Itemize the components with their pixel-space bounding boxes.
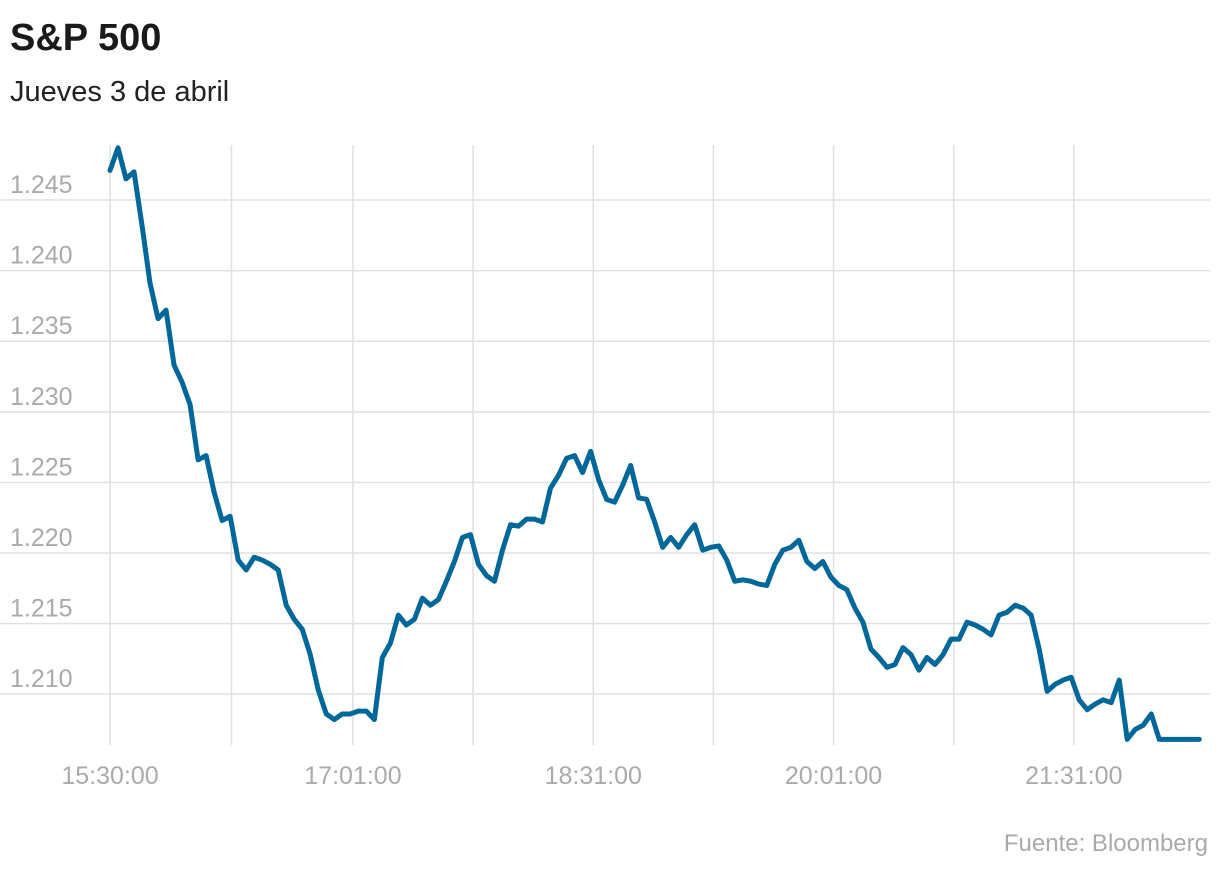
price-line [107, 145, 1202, 742]
chart-subtitle: Jueves 3 de abril [10, 76, 229, 108]
chart-title: S&P 500 [10, 17, 161, 59]
y-tick-label: 1.225 [10, 453, 73, 481]
y-tick-label: 1.240 [10, 242, 73, 270]
y-tick-label: 1.215 [10, 595, 73, 623]
x-tick-label: 18:31:00 [545, 762, 642, 790]
x-tick-label: 21:31:00 [1025, 762, 1122, 790]
y-tick-label: 1.235 [10, 312, 73, 340]
grid: 1.210 1.215 1.220 1.225 1.230 1.235 1.240 1.245… [0, 145, 1210, 790]
plot [107, 145, 1202, 742]
y-tick-label: 1.230 [10, 383, 73, 411]
x-tick-label: 20:01:00 [785, 762, 882, 790]
source-note: Fuente: Bloomberg [1004, 830, 1208, 857]
y-tick-label: 1.210 [10, 665, 73, 693]
y-tick-label: 1.245 [10, 171, 73, 199]
y-tick-label: 1.220 [10, 524, 73, 552]
x-tick-label: 17:01:00 [304, 762, 401, 790]
x-tick-label: 15:30:00 [61, 762, 158, 790]
